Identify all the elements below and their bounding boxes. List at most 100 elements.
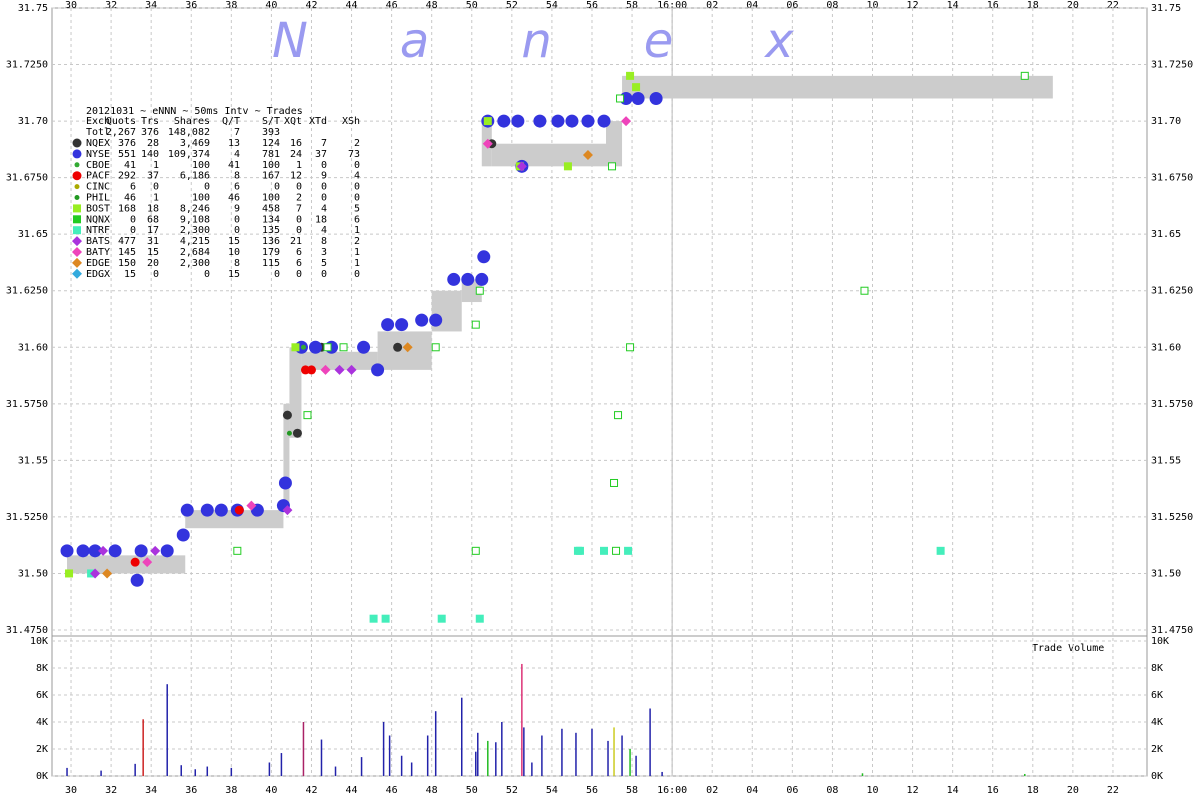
trade-point xyxy=(246,500,257,511)
table-header: Quots xyxy=(106,116,136,127)
trade-point xyxy=(461,272,475,286)
table-cell: 6 xyxy=(354,214,360,225)
y-tick-label: 2K xyxy=(36,744,48,755)
table-cell: 18 xyxy=(147,203,159,214)
y-tick-label: 31.75 xyxy=(1151,3,1181,14)
trade-point xyxy=(102,568,113,579)
table-cell: 0 xyxy=(274,182,280,193)
table-cell: 167 xyxy=(262,171,280,182)
x-tick-label: 58 xyxy=(626,785,638,796)
table-cell: 0 xyxy=(296,269,302,280)
legend-swatch xyxy=(74,195,80,200)
table-cell: 134 xyxy=(262,214,280,225)
y-tick-label: 2K xyxy=(1151,744,1163,755)
trade-point xyxy=(610,478,619,487)
legend-swatch xyxy=(73,226,81,235)
x-tick-label: 38 xyxy=(225,785,237,796)
trade-point xyxy=(482,138,493,149)
x-tick-label: 06 xyxy=(786,785,798,796)
trade-point xyxy=(563,162,572,171)
volume-bar xyxy=(194,769,197,776)
table-cell: 4,215 xyxy=(180,236,210,247)
table-total: 376 xyxy=(141,127,159,138)
table-cell: 4 xyxy=(321,225,327,236)
table-cell: 5 xyxy=(354,203,360,214)
table-cell: 140 xyxy=(141,149,159,160)
trade-point xyxy=(533,114,547,128)
table-header: XTd xyxy=(309,116,327,127)
trade-point xyxy=(516,161,527,172)
trade-point xyxy=(631,91,645,105)
trade-point xyxy=(621,116,632,127)
nbbo-band xyxy=(283,403,290,511)
x-tick-label: 12 xyxy=(907,785,919,796)
watermark: Nanex xyxy=(272,13,886,69)
trade-point xyxy=(471,546,480,555)
table-cell: 1 xyxy=(354,258,360,269)
table-total: 7 xyxy=(234,127,240,138)
y-tick-label: 31.75 xyxy=(18,3,48,14)
y-tick-label: 0K xyxy=(36,771,48,782)
table-header: Trs xyxy=(141,116,159,127)
volume-bar xyxy=(487,740,489,776)
table-cell: 551 xyxy=(118,149,136,160)
y-tick-label: 31.65 xyxy=(18,229,48,240)
trade-point xyxy=(626,343,635,352)
table-cell: 0 xyxy=(204,269,210,280)
trade-point xyxy=(300,344,306,350)
trade-point xyxy=(936,546,945,555)
trade-point xyxy=(575,546,584,555)
table-cell: 3,469 xyxy=(180,138,210,149)
table-total: 2,267 xyxy=(106,127,136,138)
trade-point xyxy=(369,614,378,623)
table-cell: 376 xyxy=(118,138,136,149)
trade-point xyxy=(142,557,153,568)
table-cell: 13 xyxy=(228,138,240,149)
legend-swatch xyxy=(73,215,81,224)
table-cell: 73 xyxy=(348,149,360,160)
trade-point xyxy=(600,546,609,555)
volume-bar xyxy=(861,773,864,776)
x-tick-label: 44 xyxy=(346,0,358,11)
trade-point xyxy=(134,544,148,558)
table-cell: 0 xyxy=(130,214,136,225)
volume-bar xyxy=(410,762,413,776)
nbbo-band xyxy=(289,347,302,438)
trade-point xyxy=(415,313,429,327)
x-tick-label: 16:00 xyxy=(657,785,687,796)
table-cell: 6 xyxy=(130,182,136,193)
trade-point xyxy=(381,614,390,623)
volume-bar xyxy=(142,719,144,776)
trade-point xyxy=(98,545,109,556)
volume-bar xyxy=(477,732,479,776)
x-tick-label: 10 xyxy=(866,0,878,11)
trade-point xyxy=(475,614,484,623)
table-cell: 6 xyxy=(296,258,302,269)
trade-point xyxy=(551,114,565,128)
table-cell: 1 xyxy=(153,193,159,204)
trade-point xyxy=(483,117,492,126)
table-cell: 24 xyxy=(290,149,302,160)
x-tick-label: 22 xyxy=(1107,785,1119,796)
table-header: Exch xyxy=(86,116,110,127)
x-tick-label: 10 xyxy=(866,785,878,796)
volume-bar xyxy=(475,751,477,776)
trade-point xyxy=(286,430,292,436)
x-tick-label: 02 xyxy=(706,785,718,796)
y-tick-label: 31.7250 xyxy=(6,60,48,71)
volume-bar xyxy=(302,722,305,776)
table-cell: 2,300 xyxy=(180,258,210,269)
legend-swatch xyxy=(72,257,82,268)
volume-bar xyxy=(1024,773,1026,776)
y-tick-label: 8K xyxy=(36,663,48,674)
trade-point xyxy=(475,272,489,286)
table-cell: 15 xyxy=(228,236,240,247)
x-tick-label: 14 xyxy=(947,0,959,11)
trade-point xyxy=(429,313,443,327)
y-tick-label: 10K xyxy=(30,636,48,647)
table-cell: 4 xyxy=(234,149,240,160)
table-total: 148,082 xyxy=(168,127,210,138)
table-cell: 0 xyxy=(354,160,360,171)
table-cell: 28 xyxy=(147,138,159,149)
